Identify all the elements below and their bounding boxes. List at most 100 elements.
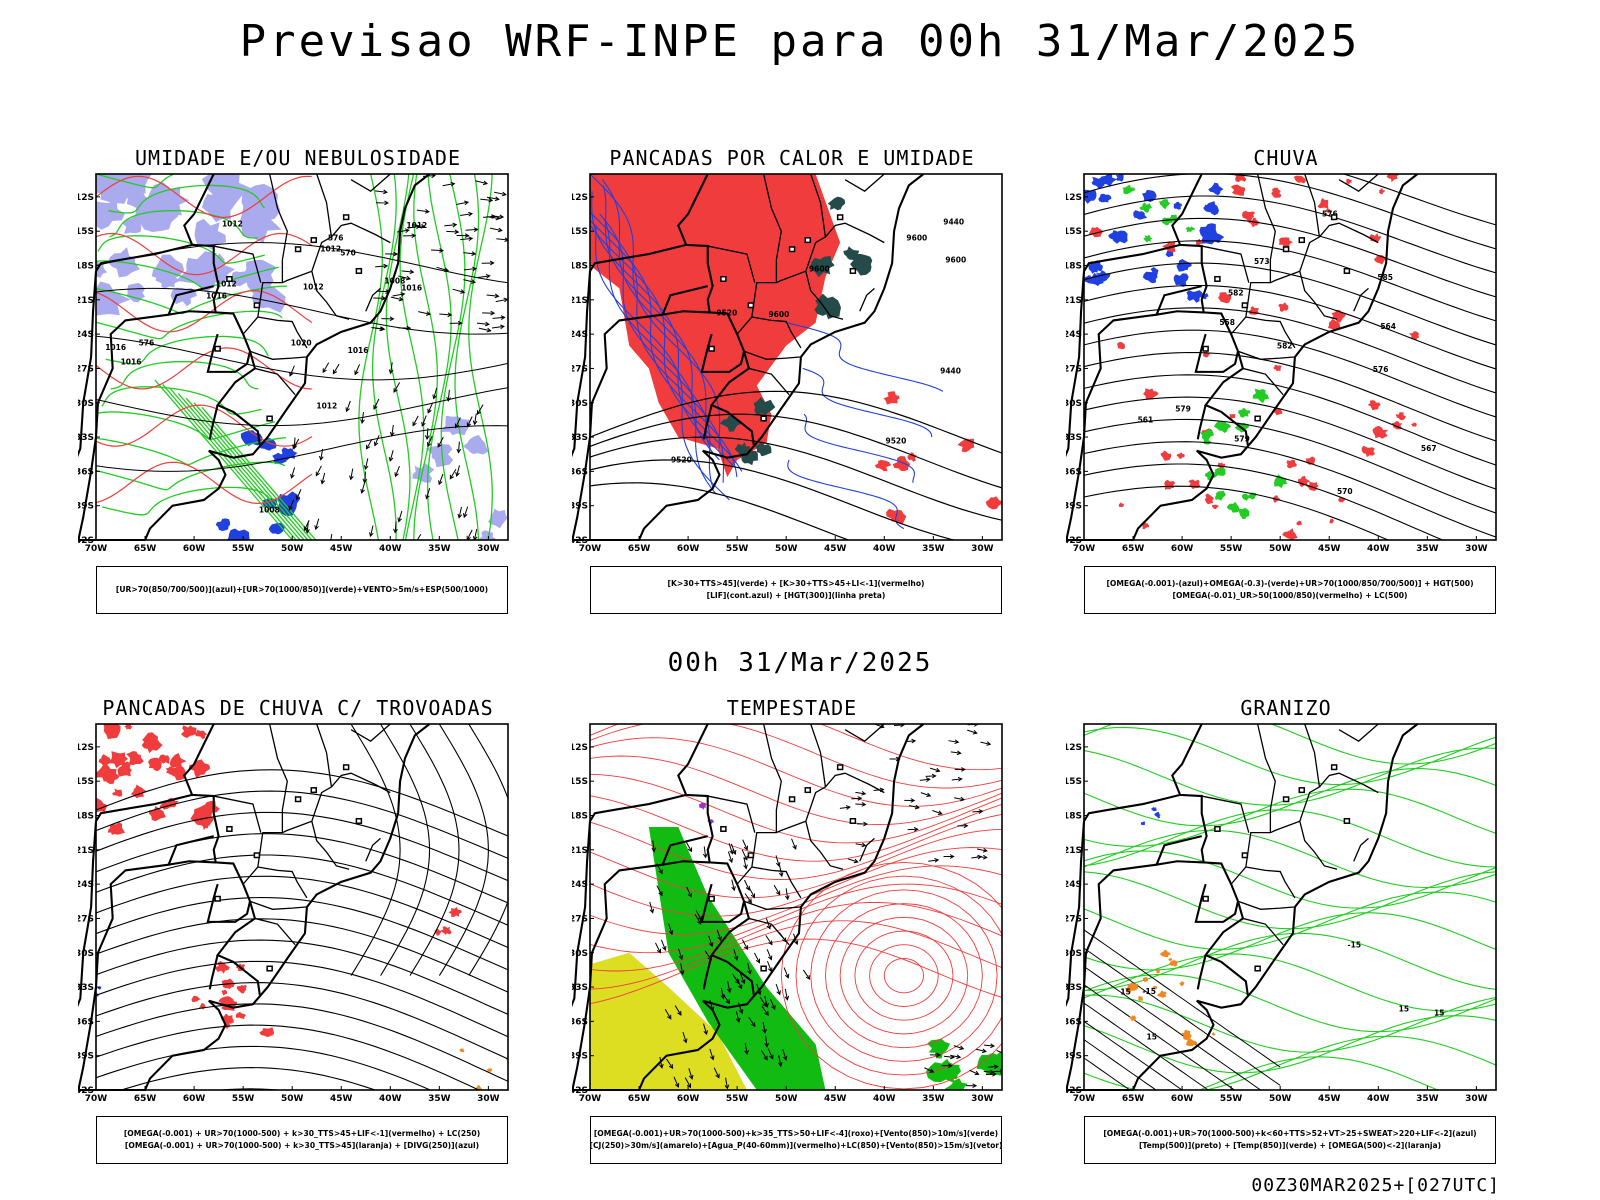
thickness-contour	[96, 232, 313, 276]
lat-tick-label: 36S	[572, 1017, 588, 1027]
omega-red-fill	[1160, 450, 1172, 461]
wind-vector-head	[935, 767, 941, 773]
wind-vector	[748, 1016, 756, 1027]
wind-vector-head	[490, 310, 496, 316]
lif-contour	[595, 225, 730, 501]
country-border	[677, 723, 755, 996]
wind-vector-head	[398, 296, 404, 302]
map-frame	[1083, 173, 1497, 541]
storm-red-fill	[112, 788, 123, 797]
wind-vector-head	[314, 525, 319, 531]
wind-vector	[426, 427, 429, 440]
lon-tick-label: 70W	[1073, 1094, 1096, 1104]
water-vapor-contour	[590, 737, 1002, 807]
wind-vector	[392, 293, 405, 297]
wind-vector-head	[425, 494, 430, 500]
wind-vector-head	[771, 1005, 776, 1011]
omega-red-fill	[1229, 414, 1236, 419]
water-vapor-contour	[590, 902, 1002, 972]
wind-vector	[984, 1044, 995, 1047]
lake-marker	[1214, 825, 1221, 832]
contour-label: 1016	[401, 284, 422, 293]
wind-vector-head	[471, 251, 477, 256]
lif-contour	[590, 223, 743, 472]
wind-vector-head	[394, 472, 399, 478]
wind-vector-head	[974, 1070, 980, 1076]
panel-tempestade: TEMPESTADE 12S 15S 18S 21S 24S 27S 30S 33S 36S 39…	[572, 696, 1012, 1176]
wind-vector	[437, 436, 444, 448]
wind-vector-head	[782, 1055, 788, 1061]
omega-red-fill	[1293, 175, 1306, 184]
wind-vector-head	[447, 312, 453, 318]
country-border	[183, 173, 261, 446]
lon-tick-label: 45W	[1318, 1094, 1341, 1104]
wind-vector-head	[383, 189, 388, 195]
lat-tick-label: 36S	[1066, 467, 1082, 477]
lif-contour	[602, 185, 720, 461]
wind-vector-head	[463, 513, 468, 519]
temp850-contour	[1084, 953, 1496, 1012]
wind-vector	[673, 1076, 679, 1088]
wind-vector	[855, 843, 866, 847]
lon-tick-label: 60W	[677, 1094, 700, 1104]
lon-tick-label: 60W	[1171, 544, 1194, 554]
wind-vector-head	[472, 266, 478, 272]
legend-box: [UR>70(850/700/500)](azul)+[UR>70(1000/8…	[96, 566, 508, 614]
lon-tick-label: 35W	[1416, 1094, 1439, 1104]
wind-vector-head	[485, 321, 490, 327]
streamline	[96, 833, 508, 904]
wind-vector-head	[972, 1083, 978, 1089]
wind-vector	[391, 424, 394, 436]
water-vapor-contour	[590, 724, 1002, 771]
wind-vector-head	[934, 857, 940, 863]
humidity-low-contour	[110, 360, 259, 390]
wind-vector	[656, 885, 663, 896]
state-border	[1201, 795, 1250, 833]
lif-contour	[590, 174, 721, 449]
storm-red-fill	[108, 751, 128, 769]
humidity-low-contour	[96, 411, 275, 440]
wind-vector	[695, 910, 702, 921]
lon-tick-label: 50W	[281, 1094, 304, 1104]
wind-vector	[744, 879, 750, 891]
wind-vector-head	[776, 890, 781, 896]
storm-red-fill	[221, 1013, 234, 1026]
wind-vector	[783, 967, 789, 978]
wind-vector	[394, 465, 400, 477]
lat-tick-label: 27S	[572, 364, 588, 374]
lat-tick-label: 18S	[78, 812, 94, 822]
wind-vector-head	[468, 236, 474, 242]
humidity-low-contour	[109, 209, 258, 239]
lat-tick-label: 24S	[572, 880, 588, 890]
hgt500-contour	[1084, 240, 1496, 322]
wind-vector	[433, 387, 438, 399]
hgt-contour	[590, 436, 1002, 521]
hgt500-contour	[1084, 463, 1445, 540]
country-border	[677, 173, 755, 446]
wind-vector-head	[305, 528, 310, 534]
wind-vector	[694, 914, 702, 925]
humidity-low-contour	[96, 310, 283, 340]
temp850-contour	[1084, 726, 1496, 786]
wind-vector	[473, 529, 478, 540]
state-border	[330, 222, 391, 244]
map-frame	[95, 173, 509, 541]
wind-vector	[677, 948, 683, 960]
wind-vector	[398, 275, 411, 280]
lat-tick-label: 21S	[78, 296, 94, 306]
omega500-orange-fill	[1152, 985, 1158, 990]
state-border	[1237, 900, 1294, 910]
state-border	[365, 287, 381, 312]
wind-vector-head	[400, 292, 406, 297]
state-border	[213, 245, 262, 283]
wind-vector-head	[702, 853, 708, 859]
state-border	[282, 173, 333, 284]
wind-vector	[652, 840, 655, 852]
wind-vector	[919, 778, 930, 781]
country-border	[702, 954, 713, 990]
wind-green-fill	[927, 1038, 950, 1059]
humidity-low-contour	[154, 379, 293, 540]
wind-vector	[785, 888, 789, 900]
state-border	[1318, 222, 1379, 244]
wind-vector	[463, 252, 476, 255]
